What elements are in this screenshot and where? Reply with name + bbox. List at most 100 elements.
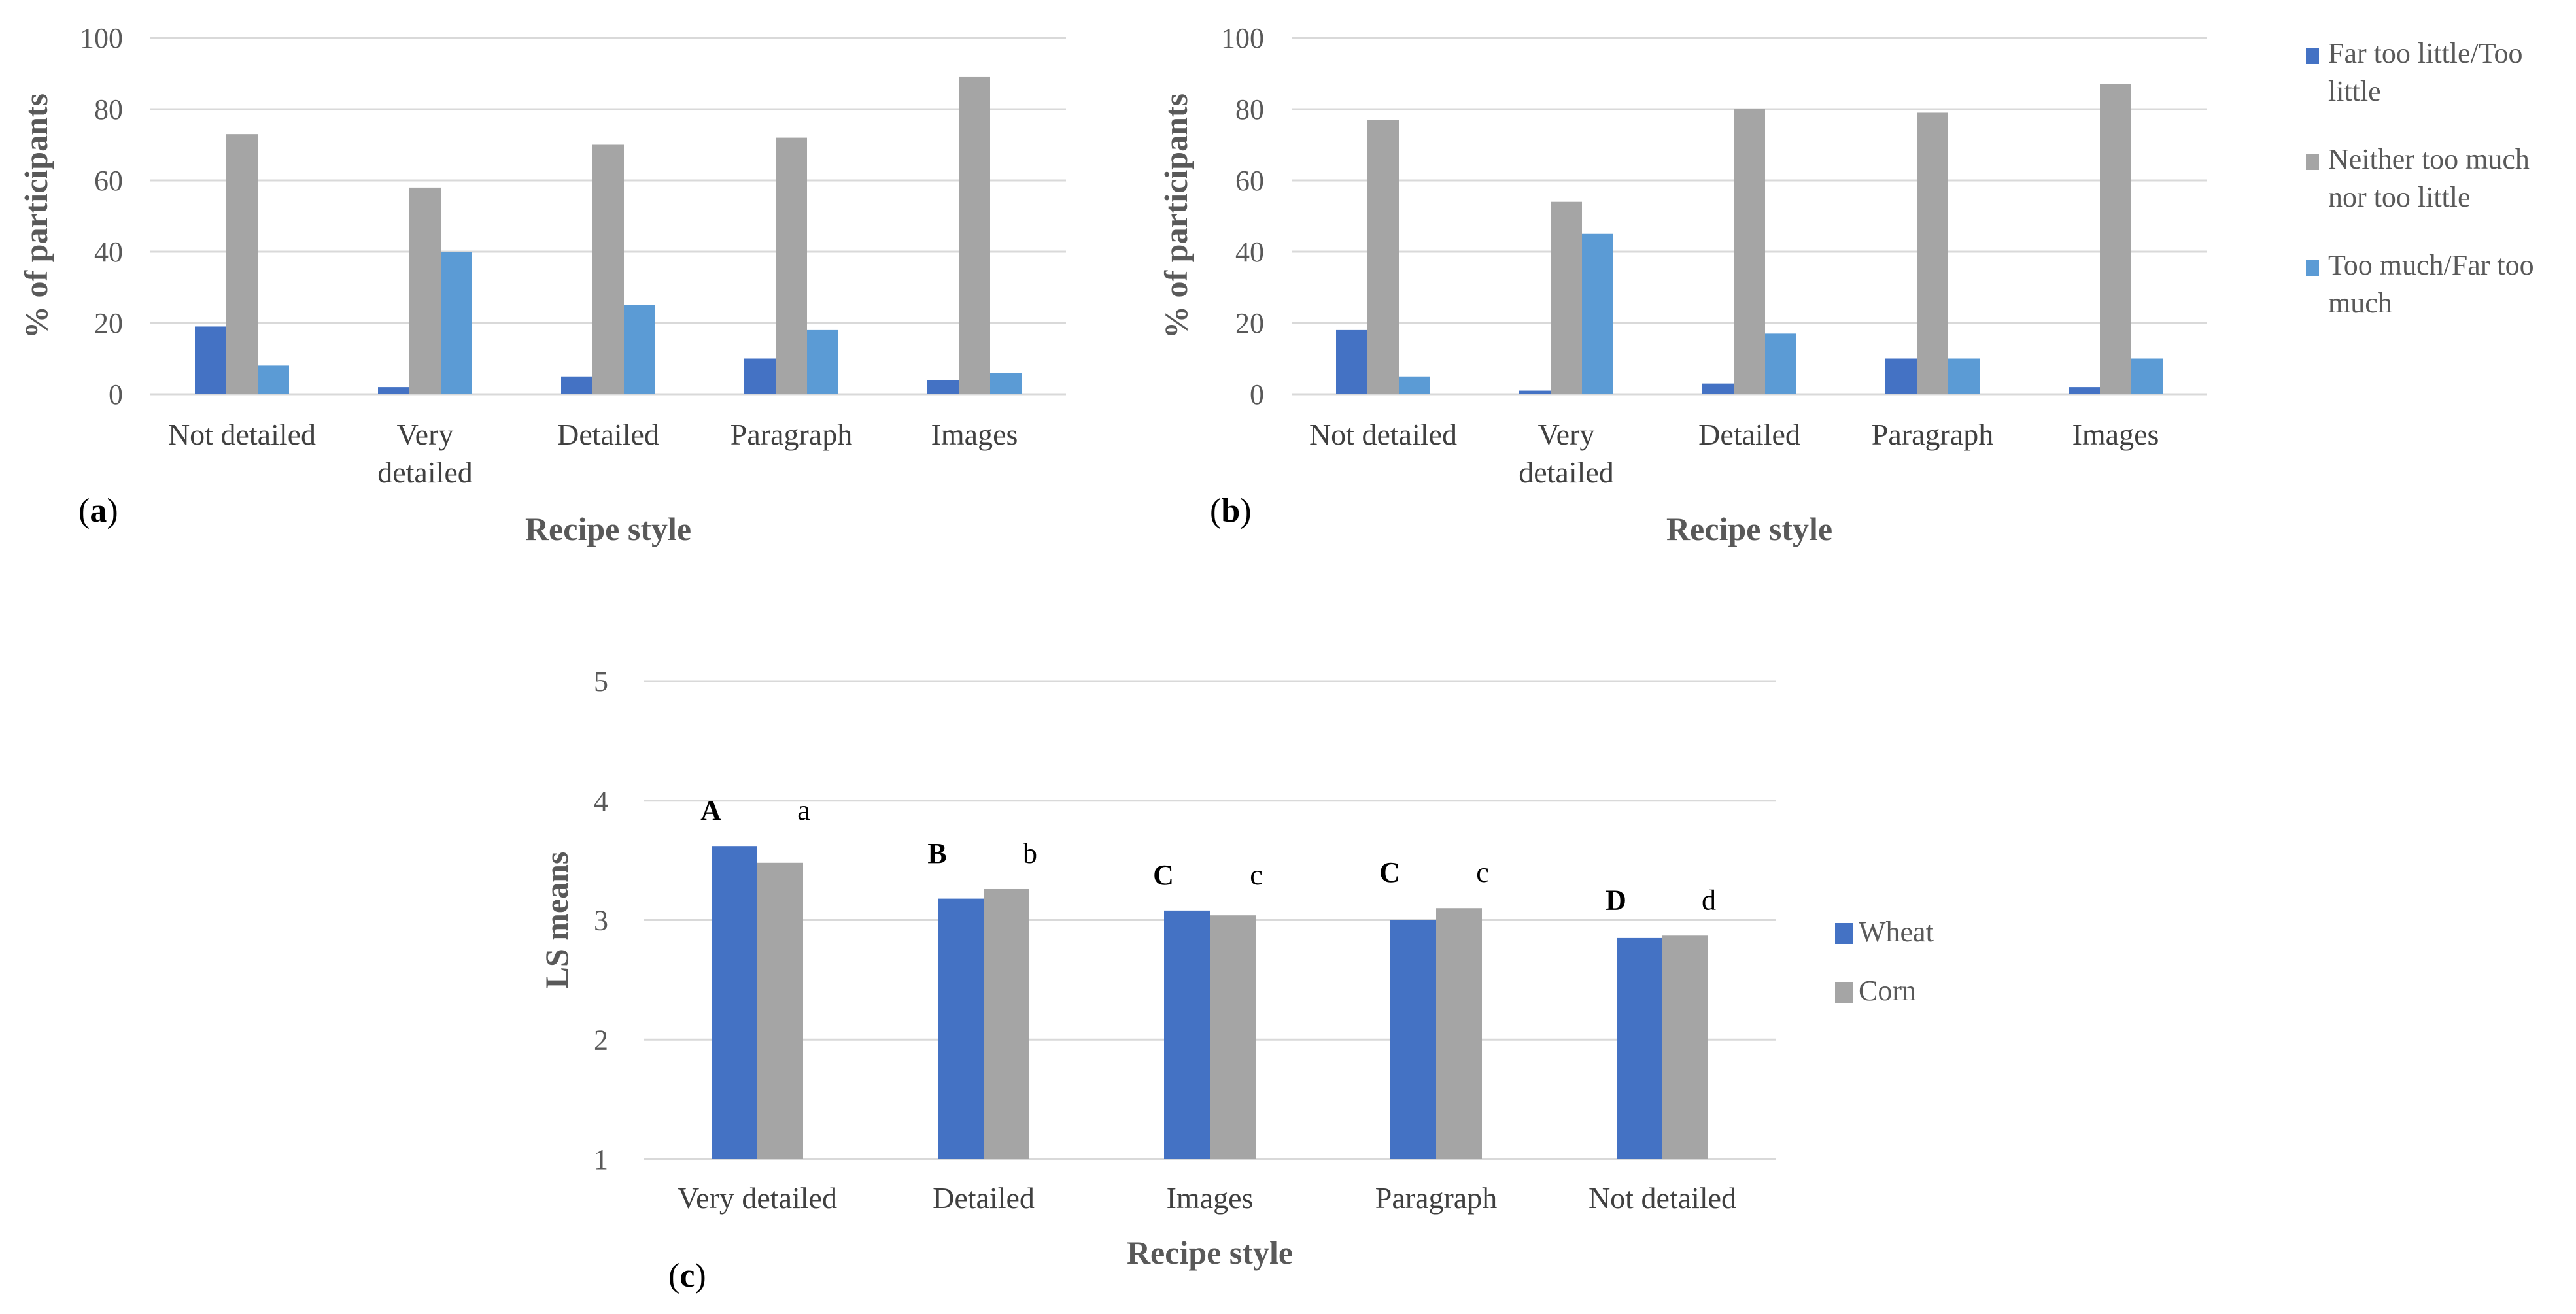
legend-swatch — [2306, 154, 2319, 170]
bar-wheat — [1164, 910, 1210, 1159]
legend-swatch — [1835, 982, 1853, 1003]
y-axis-title: LS means — [538, 852, 575, 989]
significance-letter: d — [1702, 884, 1716, 916]
category-label: Detailed — [557, 418, 659, 451]
y-tick-label: 40 — [1235, 236, 1264, 268]
panel-label: (a) — [78, 492, 118, 530]
y-tick-label: 80 — [94, 93, 123, 126]
panel-letter: c — [679, 1257, 695, 1294]
y-tick-label: 60 — [94, 165, 123, 197]
bar-neither-too-much-nor-too-little — [1734, 109, 1765, 394]
bar-wheat — [938, 898, 984, 1159]
category-label-line: Very detailed — [678, 1181, 837, 1215]
category-label: Very detailed — [377, 418, 473, 489]
category-label: Detailed — [933, 1181, 1035, 1215]
bar-neither-too-much-nor-too-little — [776, 137, 807, 394]
panel-label: (c) — [668, 1257, 706, 1294]
panel-paren: ) — [107, 492, 118, 530]
chart-c: 1 2 3 4 5 Very detailed Detailed Images Paragrap… — [538, 665, 1776, 1294]
significance-letter: B — [927, 837, 946, 869]
panel-paren: ( — [78, 492, 90, 530]
category-label-line: Images — [1167, 1181, 1254, 1215]
bar-neither-too-much-nor-too-little — [1551, 201, 1582, 394]
significance-letter: C — [1379, 856, 1400, 888]
bar-far-too-little-too-little — [744, 358, 776, 394]
bar-far-too-little-too-little — [1519, 390, 1551, 394]
significance-letter: a — [797, 794, 810, 826]
bar-wheat — [1617, 937, 1662, 1159]
x-axis-title: Recipe style — [1127, 1234, 1293, 1271]
y-tick-label: 2 — [594, 1024, 608, 1056]
category-label: Very detailed — [1519, 418, 1614, 489]
y-tick-label: 5 — [594, 665, 608, 698]
category-label: Very detailed — [678, 1181, 837, 1215]
bar-far-too-little-too-little — [1702, 383, 1734, 394]
bar-neither-too-much-nor-too-little — [1367, 120, 1399, 394]
bar-corn — [757, 862, 803, 1159]
bar-too-much-far-too-much — [624, 305, 655, 394]
legend-entry: Far too little/Too little — [2328, 37, 2523, 107]
category-label-line: Not detailed — [1309, 418, 1457, 451]
category-label: Paragraph — [730, 418, 852, 451]
bar-neither-too-much-nor-too-little — [959, 76, 990, 394]
panel-paren: ) — [695, 1257, 706, 1294]
bar-far-too-little-too-little — [1336, 329, 1367, 394]
y-tick-label: 100 — [80, 22, 123, 54]
category-label: Paragraph — [1375, 1181, 1497, 1215]
panel-paren: ( — [1210, 492, 1221, 530]
y-tick-label: 3 — [594, 905, 608, 937]
y-tick-label: 60 — [1235, 165, 1264, 197]
bar-neither-too-much-nor-too-little — [592, 144, 624, 394]
significance-letter: c — [1476, 856, 1489, 888]
y-tick-label: 0 — [109, 379, 123, 411]
significance-letter: D — [1606, 884, 1626, 916]
bar-far-too-little-too-little — [195, 326, 226, 394]
category-label-line: Detailed — [933, 1181, 1035, 1215]
bar-wheat — [1390, 920, 1436, 1159]
legend-line: Neither too much — [2328, 143, 2530, 175]
bar-neither-too-much-nor-too-little — [409, 187, 441, 394]
category-label-line: Very — [397, 418, 454, 451]
legend-swatch — [2306, 48, 2319, 64]
category-label-line: Images — [2072, 418, 2159, 451]
bar-far-too-little-too-little — [927, 380, 959, 394]
bar-too-much-far-too-much — [1582, 233, 1613, 394]
bar-wheat — [712, 846, 757, 1159]
legend-c: Wheat Corn — [1835, 916, 1934, 1007]
category-label-line: Not detailed — [168, 418, 316, 451]
category-label: Paragraph — [1872, 418, 1993, 451]
category-label-line: Very — [1538, 418, 1595, 451]
y-tick-label: 100 — [1221, 22, 1264, 54]
y-tick-label: 4 — [594, 785, 608, 817]
category-label: Not detailed — [168, 418, 316, 451]
legend-line: little — [2328, 75, 2381, 107]
y-tick-label: 20 — [1235, 307, 1264, 339]
bar-too-much-far-too-much — [1399, 376, 1430, 394]
y-axis-title: % of participants — [18, 93, 54, 339]
y-tick-label: 20 — [94, 307, 123, 339]
bar-too-much-far-too-much — [258, 365, 289, 394]
bar-neither-too-much-nor-too-little — [1917, 112, 1948, 394]
bar-too-much-far-too-much — [990, 373, 1022, 394]
category-label: Images — [931, 418, 1018, 451]
panel-label: (b) — [1210, 492, 1252, 530]
chart-b: 0 20 40 60 80 100 Not detailed Very detailed Deta… — [1158, 22, 2207, 547]
y-tick-label: 1 — [594, 1143, 608, 1175]
bar-neither-too-much-nor-too-little — [2100, 84, 2131, 394]
x-axis-title: Recipe style — [1666, 511, 1832, 547]
category-label-line: Detailed — [557, 418, 659, 451]
significance-letter: A — [700, 794, 721, 826]
category-label-line: detailed — [377, 456, 473, 489]
bar-far-too-little-too-little — [2069, 387, 2100, 394]
bar-too-much-far-too-much — [1948, 358, 1980, 394]
legend-swatch — [1835, 923, 1853, 944]
bar-corn — [1210, 915, 1256, 1159]
category-label: Images — [1167, 1181, 1254, 1215]
category-label: Images — [2072, 418, 2159, 451]
bar-too-much-far-too-much — [1765, 333, 1796, 394]
legend-line: Too much/Far too — [2328, 249, 2534, 281]
legend-entry: Neither too much nor too little — [2328, 143, 2530, 213]
legend-b: Far too little/Too little Neither too much… — [2306, 37, 2534, 319]
category-label-line: Paragraph — [1375, 1181, 1497, 1215]
